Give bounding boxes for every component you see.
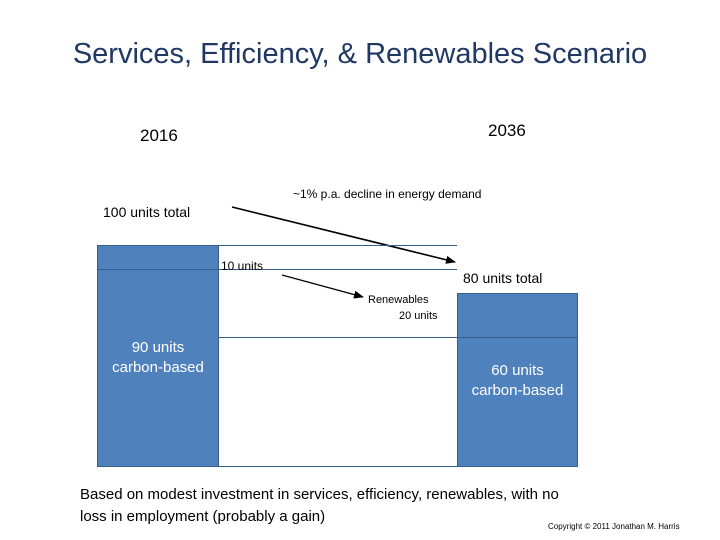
right-total-label: 80 units total bbox=[463, 270, 543, 286]
copyright-notice: Copyright © 2011 Jonathan M. Harris bbox=[548, 522, 680, 531]
bar-2016-divider bbox=[97, 269, 219, 270]
bar-2016 bbox=[97, 245, 219, 467]
left-total-label: 100 units total bbox=[103, 204, 191, 220]
right-carbon-label: 60 units carbon-based bbox=[457, 361, 578, 401]
right-carbon-line1: 60 units bbox=[491, 362, 544, 379]
renewables-outline-line bbox=[218, 337, 457, 338]
left-carbon-line1: 90 units bbox=[131, 339, 185, 356]
year-2016-label: 2016 bbox=[140, 126, 178, 145]
renewables-label: Renewables bbox=[368, 294, 429, 306]
left-carbon-label: 90 units carbon-based bbox=[97, 338, 219, 378]
efficiency-outline-top bbox=[218, 245, 457, 246]
efficiency-outline-bottom bbox=[218, 269, 457, 270]
baseline bbox=[97, 466, 578, 467]
year-2036-label: 2036 bbox=[488, 121, 526, 140]
decline-arrow bbox=[231, 206, 456, 264]
slide-title: Services, Efficiency, & Renewables Scena… bbox=[72, 38, 648, 70]
bar-2036 bbox=[457, 293, 578, 467]
footer-line1: Based on modest investment in services, … bbox=[80, 486, 559, 503]
footer-note: Based on modest investment in services, … bbox=[80, 484, 640, 528]
left-carbon-line2: carbon-based bbox=[112, 359, 204, 376]
renewables-units-label: 20 units bbox=[399, 310, 438, 322]
footer-line2: loss in employment (probably a gain) bbox=[80, 508, 326, 525]
renewables-arrow bbox=[281, 274, 364, 299]
bar-2036-divider bbox=[457, 337, 578, 338]
efficiency-label: 10 units bbox=[221, 259, 264, 273]
decline-label: ~1% p.a. decline in energy demand bbox=[293, 187, 482, 201]
right-carbon-line2: carbon-based bbox=[471, 382, 564, 399]
